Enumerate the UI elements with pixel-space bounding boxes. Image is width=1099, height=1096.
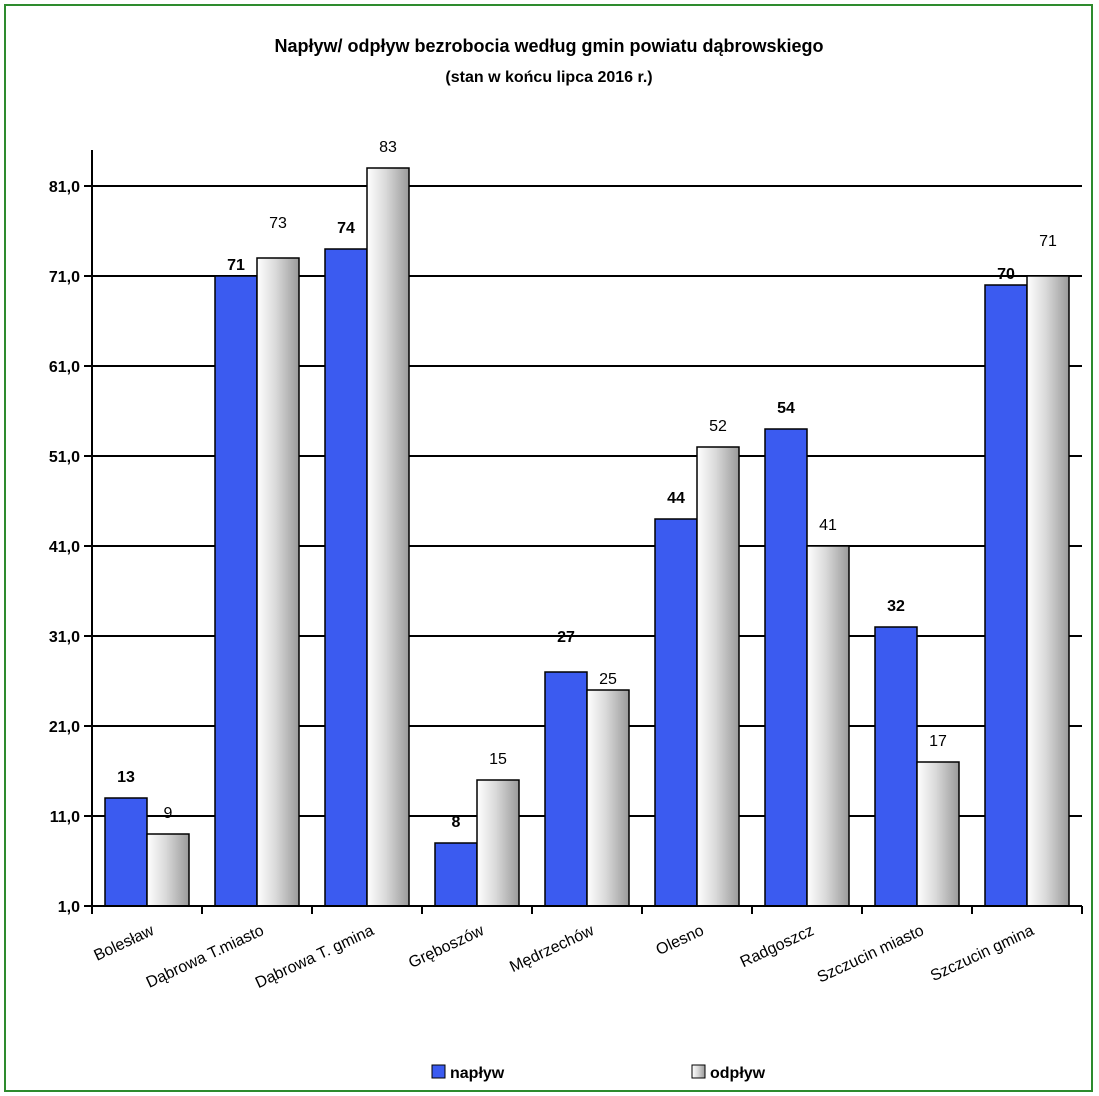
data-label-odplyw: 15 [489,751,507,768]
bar-odplyw [476,779,520,907]
data-label-naplyw: 13 [117,769,135,786]
y-tick-label: 1,0 [58,899,80,916]
y-tick-label: 11,0 [50,809,80,826]
data-label-odplyw: 52 [709,418,727,435]
x-tick-label: Szczucin miasto [815,922,927,986]
x-tick-label: Mędrzechów [507,922,597,976]
legend-swatch-naplyw [431,1064,446,1079]
bar-naplyw [874,626,918,907]
bar-naplyw [544,671,588,907]
legend-label-odplyw: odpływ [710,1065,766,1082]
x-tick-label: Olesno [654,922,707,959]
bar-odplyw [256,257,300,907]
bar-odplyw [916,761,960,907]
y-tick-label: 31,0 [49,629,80,646]
data-label-naplyw: 71 [227,257,245,274]
x-tick-label: Dąbrowa T. gmina [253,922,377,992]
data-label-naplyw: 54 [777,400,795,417]
bar-odplyw [696,446,740,907]
data-label-odplyw: 71 [1039,233,1057,250]
data-label-odplyw: 25 [599,671,617,688]
bar-naplyw [764,428,808,907]
data-label-naplyw: 70 [997,266,1015,283]
x-tick-label: Dąbrowa T.miasto [144,922,267,991]
data-label-odplyw: 17 [929,733,947,750]
bar-naplyw [324,248,368,907]
bar-odplyw [1026,275,1070,907]
data-label-naplyw: 44 [667,490,685,507]
x-tick-label: Bolesław [91,922,157,965]
y-tick-label: 51,0 [49,449,80,466]
bar-odplyw [806,545,850,907]
data-label-naplyw: 32 [887,598,905,615]
data-label-odplyw: 41 [819,517,837,534]
chart-subtitle: (stan w końcu lipca 2016 r.) [445,69,652,86]
x-tick-label: Szczucin gmina [928,922,1037,985]
legend-label-naplyw: napływ [450,1065,505,1082]
bar-naplyw [104,797,148,907]
x-tick-label: Gręboszów [406,922,487,972]
y-tick-label: 71,0 [49,269,80,286]
data-label-naplyw: 27 [557,629,575,646]
bar-naplyw [434,842,478,907]
legend-swatch-odplyw [691,1064,706,1079]
y-tick-label: 21,0 [49,719,80,736]
bar-odplyw [146,833,190,907]
y-tick-label: 61,0 [49,359,80,376]
bar-odplyw [586,689,630,907]
bar-naplyw [654,518,698,907]
y-tick-label: 41,0 [49,539,80,556]
y-tick-label: 81,0 [49,179,80,196]
bar-odplyw [366,167,410,907]
data-label-naplyw: 8 [452,814,461,831]
x-tick-label: Radgoszcz [738,922,817,971]
data-label-odplyw: 9 [164,805,173,822]
data-label-odplyw: 83 [379,139,397,156]
chart-title: Napływ/ odpływ bezrobocia według gmin po… [274,36,823,56]
data-label-naplyw: 74 [337,220,355,237]
data-label-odplyw: 73 [269,215,287,232]
bar-naplyw [214,275,258,907]
bar-naplyw [984,284,1028,907]
